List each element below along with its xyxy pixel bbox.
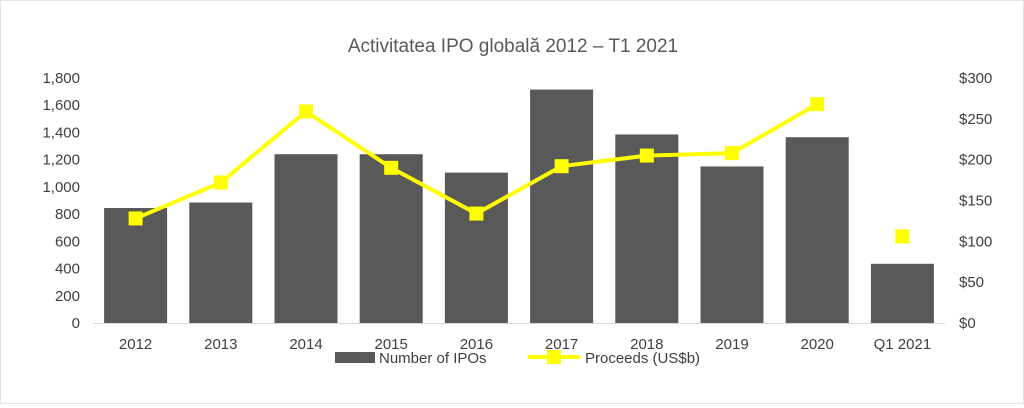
left-axis-tick-label: 0 <box>72 315 80 332</box>
proceeds-marker <box>213 175 228 190</box>
proceeds-marker <box>384 160 399 175</box>
left-axis-tick-label: 1,200 <box>42 152 80 169</box>
proceeds-marker <box>895 229 910 244</box>
legend-swatch-proceeds-marker <box>547 350 561 364</box>
bar <box>615 134 679 323</box>
left-axis-tick-label: 1,000 <box>42 179 80 196</box>
proceeds-marker <box>299 104 313 119</box>
bar <box>870 263 934 323</box>
x-axis-tick-label: 2015 <box>375 336 408 353</box>
left-axis-tick-label: 1,400 <box>42 124 80 141</box>
right-axis-tick-label: $0 <box>959 315 976 332</box>
left-axis: 0 200 400 600 800 1,000 1,200 1,400 1,600 1,800 <box>42 70 80 332</box>
proceeds-marker <box>639 148 654 163</box>
x-axis-tick-label: 2012 <box>119 336 152 353</box>
x-axis-tick-label: Q1 2021 <box>874 336 932 353</box>
x-axis: 2012 2013 2014 2015 2016 2017 2018 2019 2020 Q1 2… <box>93 323 945 353</box>
left-axis-tick-label: 400 <box>55 261 80 278</box>
proceeds-marker <box>725 146 739 161</box>
x-axis-tick-label: 2017 <box>545 336 578 353</box>
x-axis-tick-label: 2013 <box>204 336 237 353</box>
right-axis-tick-label: $250 <box>959 111 992 128</box>
bar <box>700 166 764 323</box>
x-axis-tick-label: 2016 <box>460 336 493 353</box>
bar <box>785 137 849 323</box>
left-axis-tick-label: 800 <box>55 206 80 223</box>
left-axis-tick-label: 1,600 <box>42 97 80 114</box>
proceeds-marker <box>554 159 569 174</box>
right-axis-tick-label: $200 <box>959 152 992 169</box>
bar <box>189 202 253 323</box>
line-series <box>128 97 910 244</box>
legend-label-ipos: Number of IPOs <box>379 350 487 367</box>
left-axis-tick-label: 600 <box>55 233 80 250</box>
x-axis-tick-label: 2020 <box>801 336 834 353</box>
bar <box>104 207 168 323</box>
chart-title: Activitatea IPO globală 2012 – T1 2021 <box>348 36 678 57</box>
bar <box>274 154 338 323</box>
x-axis-tick-label: 2019 <box>715 336 748 353</box>
right-axis-tick-label: $300 <box>959 70 992 87</box>
left-axis-tick-label: 200 <box>55 288 80 305</box>
bar <box>359 154 423 323</box>
right-axis-tick-label: $50 <box>959 274 984 291</box>
right-axis-tick-label: $150 <box>959 193 992 210</box>
x-axis-tick-label: 2018 <box>630 336 663 353</box>
x-axis-tick-label: 2014 <box>289 336 322 353</box>
proceeds-marker <box>810 97 825 112</box>
bar <box>444 172 508 323</box>
bar <box>530 89 594 323</box>
right-axis: $0 $50 $100 $150 $200 $250 $300 <box>959 70 992 332</box>
left-axis-tick-label: 1,800 <box>42 70 80 87</box>
legend: Number of IPOs Proceeds (US$b) <box>335 350 700 367</box>
legend-swatch-ipos <box>335 352 375 363</box>
proceeds-marker <box>469 206 484 221</box>
proceeds-marker <box>128 211 143 226</box>
legend-label-proceeds: Proceeds (US$b) <box>585 350 700 367</box>
right-axis-tick-label: $100 <box>959 233 992 250</box>
bar-series <box>104 89 934 323</box>
